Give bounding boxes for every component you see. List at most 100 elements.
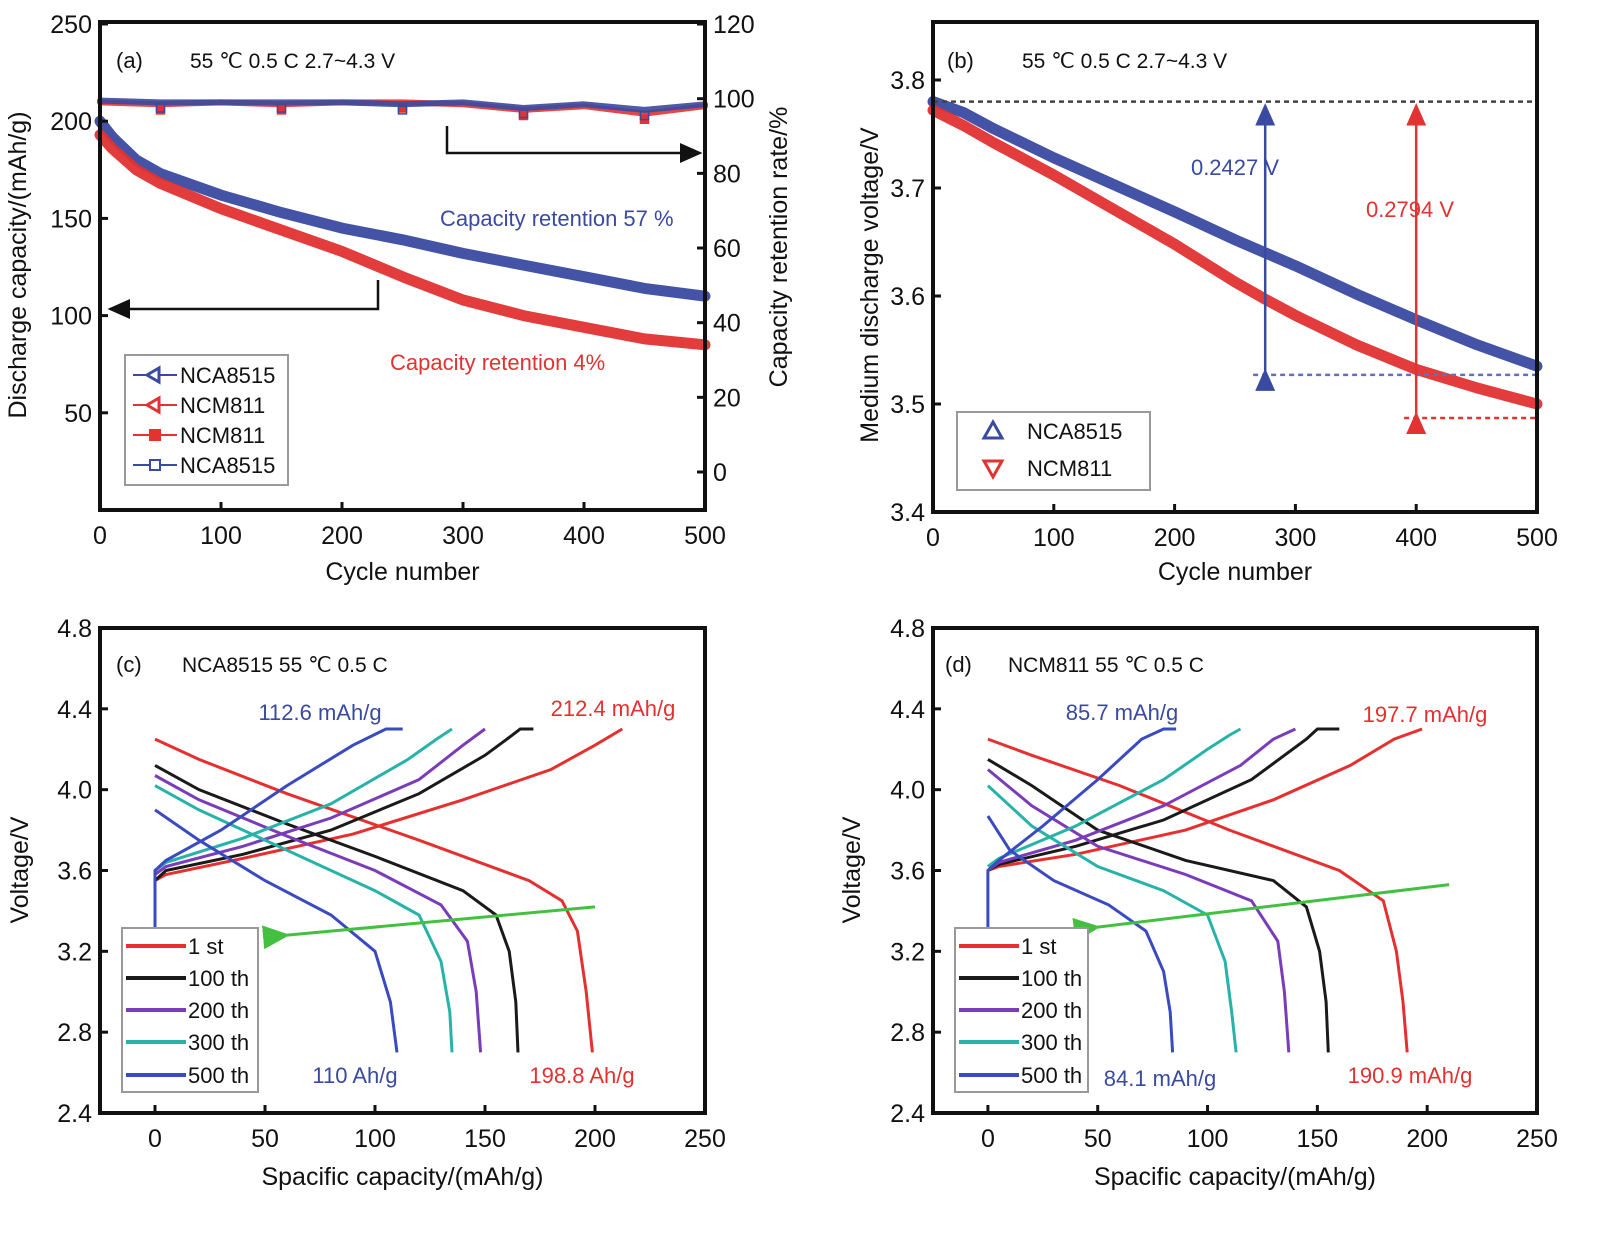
legend-label: NCA8515 [180, 363, 275, 388]
charge-curve-1st [987, 727, 1423, 872]
right-axis-indicator-arrow [445, 126, 703, 163]
y-tick-label: 4.0 [890, 777, 925, 805]
y-tick-label: 3.4 [890, 499, 925, 527]
y-axis-right-label: Capacity retention rate/% [765, 107, 793, 388]
x-tick-label: 500 [1516, 524, 1558, 552]
panel-label: (d) [945, 652, 972, 677]
y-tick-label: 250 [50, 11, 92, 39]
panel-label: (c) [116, 652, 142, 677]
discharge-curve-200th [986, 768, 1291, 1053]
y-tick-label: 3.6 [890, 858, 925, 886]
test-condition-label: NCA8515 55 ℃ 0.5 C [182, 654, 388, 677]
x-tick-label: 300 [442, 522, 484, 550]
x-tick-label: 250 [684, 1125, 726, 1153]
charge-curve-200th [987, 727, 1297, 872]
y-right-tick-label: 60 [713, 235, 741, 263]
annotation-label: 110 Ah/g [312, 1063, 397, 1088]
discharge-curve-300th [986, 784, 1238, 1053]
panel-a: 0 100 200 300 400 500 50 100 150 200 250 0 20 40 60 80 1… [4, 11, 793, 586]
annotation-label: 84.1 mAh/g [1104, 1066, 1217, 1091]
y-right-tick-label: 80 [713, 160, 741, 188]
y-tick-label: 3.6 [57, 858, 92, 886]
y-tick-label: 4.4 [57, 696, 92, 724]
legend-label: 500 th [188, 1063, 249, 1088]
x-axis-label: Cycle number [325, 558, 479, 586]
annotation-label: 190.9 mAh/g [1348, 1063, 1473, 1088]
legend-label: 1 st [188, 934, 223, 959]
y-tick-label: 2.4 [57, 1100, 92, 1128]
triangle-up-icon [981, 418, 1005, 440]
y-right-tick-label: 0 [713, 459, 727, 487]
y-tick-label: 3.5 [890, 391, 925, 419]
legend-label: 1 st [1021, 934, 1056, 959]
annotation-label: 85.7 mAh/g [1066, 700, 1179, 725]
series-line-ncm811-left [94, 129, 711, 351]
discharge-curve-1st [987, 737, 1409, 1053]
square-marker-icon [149, 429, 161, 441]
discharge-curve-1st [154, 737, 594, 1053]
test-condition-label: 55 ℃ 0.5 C 2.7~4.3 V [1022, 50, 1227, 73]
x-tick-label: 50 [251, 1125, 279, 1153]
charge-curve-500th [986, 727, 1177, 932]
legend: 1 st 100 th 200 th 300 th 500 th [954, 927, 1089, 1093]
annotation-label: 0.2427 V [1191, 155, 1279, 180]
x-tick-label: 100 [354, 1125, 396, 1153]
x-tick-label: 0 [926, 524, 940, 552]
discharge-curve-500th [986, 815, 1175, 1053]
x-tick-label: 100 [1187, 1125, 1229, 1153]
x-tick-label: 0 [981, 1125, 995, 1153]
x-tick-label: 150 [1297, 1125, 1339, 1153]
charge-curve-200th [154, 727, 486, 876]
series-line-nca8515-right [97, 97, 708, 113]
legend: NCA8515 NCM811 NCM811 NCA8515 [124, 354, 289, 486]
x-tick-label: 200 [321, 522, 363, 550]
legend-label: NCM811 [180, 393, 265, 418]
test-condition-label: NCM811 55 ℃ 0.5 C [1008, 654, 1204, 677]
charge-curve-300th [987, 727, 1242, 868]
y-tick-label: 2.4 [890, 1100, 925, 1128]
y-right-tick-label: 40 [713, 310, 741, 338]
y-axis-label: Medium discharge voltage/V [856, 127, 884, 443]
charge-curve-500th [153, 727, 403, 932]
y-tick-label: 50 [64, 400, 92, 428]
x-tick-label: 300 [1275, 524, 1317, 552]
discharge-curve-500th [154, 808, 399, 1053]
panel-c: 0 50 100 150 200 250 2.4 2.8 3.2 3.6 4.0 4.4 4.8 Spac… [6, 615, 726, 1191]
panel-label: (b) [947, 48, 974, 73]
test-condition-label: 55 ℃ 0.5 C 2.7~4.3 V [190, 50, 395, 73]
y-tick-label: 100 [50, 303, 92, 331]
legend-box [956, 411, 1151, 491]
charge-curve-1st [154, 727, 624, 882]
x-tick-label: 100 [1033, 524, 1075, 552]
y-tick-label: 4.0 [57, 777, 92, 805]
x-tick-label: 200 [1406, 1125, 1448, 1153]
y-tick-label: 4.8 [57, 615, 92, 643]
y-tick-label: 2.8 [890, 1019, 925, 1047]
legend: NCA8515 NCM811 [956, 411, 1151, 491]
x-tick-label: 100 [200, 522, 242, 550]
y-tick-label: 4.8 [890, 615, 925, 643]
data-point-marker [639, 110, 650, 121]
y-right-tick-label: 120 [713, 11, 755, 39]
series-line-nca8515 [927, 96, 1543, 372]
data-point-marker [276, 103, 287, 113]
x-tick-label: 0 [148, 1125, 162, 1153]
square-marker-icon [149, 459, 161, 471]
y-axis-label: Discharge capacity/(mAh/g) [4, 111, 32, 418]
annotation-label: 112.6 mAh/g [258, 700, 381, 725]
annotation-label: 198.8 Ah/g [529, 1063, 634, 1088]
y-right-tick-label: 100 [713, 86, 755, 114]
y-axis-label: Voltage/V [6, 816, 34, 923]
data-point-marker [155, 103, 166, 113]
x-axis-label: Spacific capacity/(mAh/g) [261, 1163, 543, 1191]
annotation-label: 197.7 mAh/g [1363, 702, 1488, 727]
legend-label: 300 th [188, 1030, 249, 1055]
discharge-curve-200th [154, 774, 483, 1053]
y-right-tick-label: 20 [713, 384, 741, 412]
triangle-down-icon [981, 459, 1005, 481]
data-point-marker [518, 108, 529, 119]
y-axis-label: Voltage/V [838, 816, 866, 923]
triangle-marker-icon [144, 365, 161, 385]
triangle-marker-icon [144, 395, 161, 415]
